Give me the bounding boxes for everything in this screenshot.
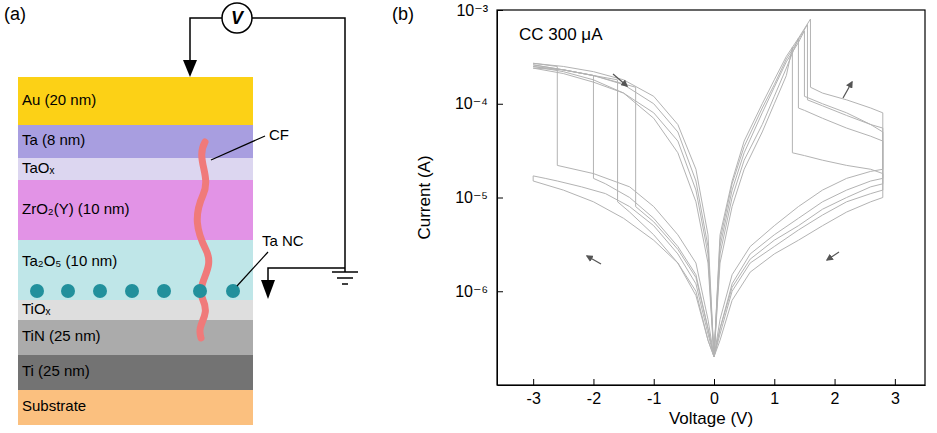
x-tick: 3 — [891, 379, 900, 407]
sweep-arrow — [587, 256, 601, 264]
x-tick-label: 1 — [770, 390, 779, 407]
layer-label: Au (20 nm) — [22, 91, 96, 108]
layer — [18, 158, 253, 180]
x-tick: 0 — [710, 379, 719, 407]
x-tick: -3 — [527, 379, 541, 407]
y-tick: 10⁻⁴ — [455, 95, 503, 112]
nanocrystal — [226, 284, 240, 298]
x-tick-mark — [835, 379, 836, 385]
plot-frame — [497, 10, 925, 385]
x-tick-mark — [533, 379, 534, 385]
iv-curve — [533, 19, 883, 357]
y-tick: 10⁻⁶ — [455, 283, 503, 300]
y-tick-mark — [497, 10, 503, 11]
probe — [183, 60, 197, 77]
probe — [261, 280, 275, 299]
iv-curve — [533, 47, 883, 356]
layer-label: Ta₂O₅ (10 nm) — [22, 252, 117, 269]
layer-label: Ti (25 nm) — [22, 362, 90, 379]
nanocrystal — [30, 284, 44, 298]
sweep-arrow — [613, 74, 627, 86]
x-tick: 1 — [770, 379, 779, 407]
callout: Ta NC — [262, 232, 304, 249]
layer — [18, 355, 253, 390]
filament — [197, 142, 209, 338]
meter-label: V — [231, 8, 245, 28]
nanocrystal — [125, 284, 139, 298]
nanocrystal — [61, 284, 75, 298]
iv-chart: -3 -2 -1 0 1 2 3 10⁻⁶ 10⁻⁵ 10⁻⁴ 10⁻³ Voltage (V) Cur… — [415, 2, 926, 428]
y-tick: 10⁻⁵ — [455, 189, 503, 206]
layer-label: Ta (8 nm) — [22, 131, 85, 148]
y-axis-title: Current (A) — [415, 155, 434, 239]
x-axis-title: Voltage (V) — [669, 409, 753, 428]
y-tick-label: 10⁻³ — [456, 2, 488, 19]
y-axis: 10⁻⁶ 10⁻⁵ 10⁻⁴ 10⁻³ — [455, 2, 503, 386]
wire — [268, 268, 345, 282]
layer — [18, 320, 253, 355]
layer-label: TiOₓ — [22, 300, 51, 317]
figure: (a) (b) Au (20 nm) Ta (8 nm) TaOₓ ZrO₂(Y) (10… — [0, 0, 937, 433]
layer — [18, 180, 253, 240]
y-tick-mark — [497, 198, 503, 199]
x-tick-label: 3 — [891, 390, 900, 407]
x-tick-mark — [895, 379, 896, 385]
x-tick-label: -1 — [647, 390, 661, 407]
ground — [337, 277, 353, 279]
y-tick-mark — [497, 104, 503, 105]
x-axis-line — [498, 385, 926, 386]
x-axis: -3 -2 -1 0 1 2 3 — [498, 379, 926, 407]
callout: CF — [269, 126, 289, 143]
x-tick-mark — [593, 379, 594, 385]
panel-label: (b) — [392, 4, 414, 24]
annotation: CC 300 μA — [519, 25, 603, 44]
x-tick-mark — [654, 379, 655, 385]
x-tick-label: 0 — [710, 390, 719, 407]
x-tick-label: 2 — [831, 390, 840, 407]
y-tick-mark — [497, 291, 503, 292]
panel-label: (a) — [4, 4, 26, 24]
layer-label: TiN (25 nm) — [22, 327, 101, 344]
iv-curve — [533, 38, 883, 357]
circuit: V — [183, 3, 358, 299]
sweep-arrow — [843, 82, 852, 98]
iv-curve — [533, 25, 883, 357]
wire — [190, 18, 345, 272]
y-tick-label: 10⁻⁴ — [455, 95, 488, 112]
layer — [18, 390, 253, 425]
nanocrystal — [193, 284, 207, 298]
nanocrystal — [157, 284, 171, 298]
ground — [332, 271, 358, 273]
sweep-arrow — [827, 252, 839, 260]
layer-label: TaOₓ — [22, 159, 55, 176]
x-tick-mark — [774, 379, 775, 385]
layer — [18, 77, 253, 125]
plot-area — [533, 19, 883, 357]
x-tick-mark — [714, 379, 715, 385]
meter — [222, 3, 252, 33]
x-tick: 2 — [831, 379, 840, 407]
y-tick-label: 10⁻⁶ — [455, 283, 488, 300]
x-tick-label: -3 — [527, 390, 541, 407]
layer-label: ZrO₂(Y) (10 nm) — [22, 200, 130, 217]
layer — [18, 240, 253, 300]
ground — [342, 283, 348, 285]
x-tick: -1 — [647, 379, 661, 407]
layer — [18, 125, 253, 158]
device-stack: Au (20 nm) Ta (8 nm) TaOₓ ZrO₂(Y) (10 nm) Ta… — [18, 3, 358, 425]
nanocrystal — [93, 284, 107, 298]
x-tick: -2 — [587, 379, 601, 407]
layer-label: Substrate — [22, 397, 86, 414]
layer — [18, 300, 253, 320]
y-tick-label: 10⁻⁵ — [455, 189, 488, 206]
x-tick-label: -2 — [587, 390, 601, 407]
leader-line — [211, 136, 265, 160]
y-tick: 10⁻³ — [456, 2, 503, 19]
